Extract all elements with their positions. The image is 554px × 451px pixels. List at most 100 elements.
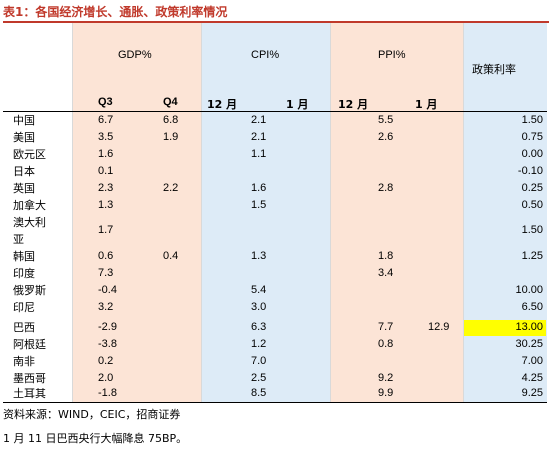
footnote: 1 月 11 日巴西央行大幅降息 75BP。 (3, 432, 188, 445)
ppi-dec: 7.7 (378, 321, 394, 333)
gdp-q3: 2.3 (98, 182, 114, 194)
table-row: 美国 3.5 1.9 2.1 2.6 0.75 (3, 129, 547, 146)
gdp-q3: 1.6 (98, 148, 114, 160)
gdp-q3: -1.8 (98, 387, 117, 399)
cpi-header: CPI% (251, 49, 280, 61)
gdp-q3: 1.7 (98, 224, 114, 236)
cpi-dec: 3.0 (251, 301, 267, 313)
q3-header: Q3 (98, 96, 113, 108)
gdp-q3: -3.8 (98, 338, 117, 350)
table-row: 韩国 0.6 0.4 1.3 1.8 1.25 (3, 248, 547, 265)
country-name-wrap: 亚 (13, 233, 24, 246)
country-name: 英国 (13, 182, 35, 195)
q4-header: Q4 (163, 96, 178, 108)
policy-rate: 4.25 (521, 372, 543, 384)
cpi-band (201, 23, 330, 403)
cpi-dec: 1.2 (251, 338, 267, 350)
table-title: 表1：各国经济增长、通胀、政策利率情况 (3, 5, 228, 19)
data-table: GDP% CPI% PPI% 政策利率 Q3 Q4 12 月 1 月 12 月 … (3, 23, 547, 403)
divider (330, 23, 331, 403)
ppi-jan: 12.9 (428, 321, 450, 333)
cpi-dec-header: 12 月 (207, 98, 238, 111)
gdp-q4: 0.4 (163, 250, 179, 262)
country-name: 中国 (13, 114, 35, 127)
gdp-q4: 2.2 (163, 182, 179, 194)
policy-rate: 0.00 (521, 148, 543, 160)
policy-rate: 1.50 (521, 224, 543, 236)
gdp-q3: -2.9 (98, 321, 117, 333)
table-row: 英国 2.3 2.2 1.6 2.8 0.25 (3, 180, 547, 197)
country-name: 澳大利 (13, 216, 46, 229)
gdp-band (72, 23, 201, 403)
table-row: 印尼 3.2 3.0 6.50 (3, 299, 547, 316)
table-row: 中国 6.7 6.8 2.1 5.5 1.50 (3, 112, 547, 129)
ppi-dec: 2.6 (378, 131, 394, 143)
source-note: 资料来源：WIND，CEIC，招商证券 (3, 408, 181, 421)
ppi-dec: 9.9 (378, 387, 394, 399)
country-name: 加拿大 (13, 199, 46, 212)
gdp-q3: 3.5 (98, 131, 114, 143)
ppi-dec: 3.4 (378, 267, 394, 279)
cpi-dec: 2.1 (251, 114, 267, 126)
divider (72, 23, 73, 403)
cpi-dec: 8.5 (251, 387, 267, 399)
cpi-dec: 7.0 (251, 355, 267, 367)
cpi-dec: 6.3 (251, 321, 267, 333)
gdp-header: GDP% (118, 49, 152, 61)
gdp-q3: 0.2 (98, 355, 114, 367)
policy-rate: 13.00 (515, 321, 543, 333)
gdp-q3: 1.3 (98, 199, 114, 211)
policy-rate: 0.75 (521, 131, 543, 143)
policy-rate: 0.50 (521, 199, 543, 211)
table-row: 俄罗斯 -0.4 5.4 10.00 (3, 282, 547, 299)
cpi-dec: 1.6 (251, 182, 267, 194)
country-name: 阿根廷 (13, 338, 46, 351)
country-name: 巴西 (13, 321, 35, 334)
gdp-q3: 0.6 (98, 250, 114, 262)
policy-rate: 1.25 (521, 250, 543, 262)
policy-rate: 0.25 (521, 182, 543, 194)
ppi-dec: 2.8 (378, 182, 394, 194)
country-name: 南非 (13, 355, 35, 368)
country-name: 印度 (13, 267, 35, 280)
rate-header: 政策利率 (472, 63, 516, 76)
gdp-q3: -0.4 (98, 284, 117, 296)
table-row: 澳大利 亚 1.7 1.50 (3, 214, 547, 248)
highlight-cell (464, 320, 546, 336)
cpi-dec: 1.5 (251, 199, 267, 211)
policy-rate: 6.50 (521, 301, 543, 313)
cpi-dec: 1.1 (251, 148, 267, 160)
cpi-jan-header: 1 月 (286, 98, 309, 111)
ppi-dec-header: 12 月 (338, 98, 369, 111)
country-name: 日本 (13, 165, 35, 178)
gdp-q3: 7.3 (98, 267, 114, 279)
header-rule (3, 111, 547, 112)
gdp-q3: 2.0 (98, 372, 114, 384)
cpi-dec: 2.1 (251, 131, 267, 143)
table-row: 印度 7.3 3.4 (3, 265, 547, 282)
table-row: 土耳其 -1.8 8.5 9.9 9.25 (3, 385, 547, 402)
gdp-q3: 6.7 (98, 114, 114, 126)
ppi-band (330, 23, 463, 403)
ppi-header: PPI% (378, 49, 406, 61)
table-row: 欧元区 1.6 1.1 0.00 (3, 146, 547, 163)
policy-rate: 10.00 (515, 284, 543, 296)
ppi-dec: 1.8 (378, 250, 394, 262)
gdp-q4: 1.9 (163, 131, 179, 143)
policy-rate: 1.50 (521, 114, 543, 126)
ppi-jan-header: 1 月 (415, 98, 438, 111)
policy-rate: 9.25 (521, 387, 543, 399)
bottom-rule (3, 402, 547, 403)
country-name: 土耳其 (13, 387, 46, 400)
table-row: 日本 0.1 -0.10 (3, 163, 547, 180)
table-row: 阿根廷 -3.8 1.2 0.8 30.25 (3, 336, 547, 353)
policy-rate: 30.25 (515, 338, 543, 350)
policy-rate: -0.10 (517, 165, 543, 177)
table-row: 加拿大 1.3 1.5 0.50 (3, 197, 547, 214)
country-name: 墨西哥 (13, 372, 46, 385)
country-name: 韩国 (13, 250, 35, 263)
divider (201, 23, 202, 403)
policy-rate: 7.00 (521, 355, 543, 367)
rate-band (463, 23, 547, 403)
table-row: 巴西 -2.9 6.3 7.7 12.9 13.00 (3, 319, 547, 336)
